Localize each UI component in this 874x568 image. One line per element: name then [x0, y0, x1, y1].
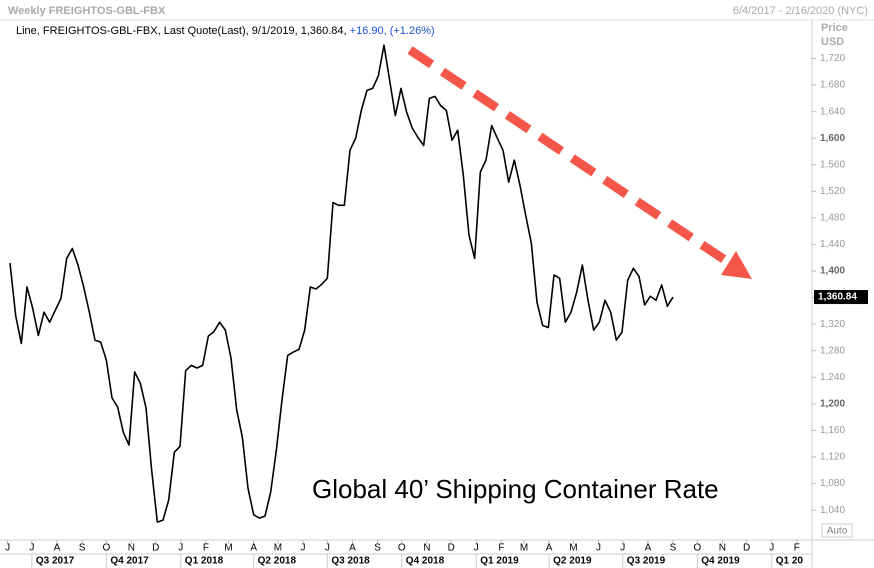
quarter-label: Q1 2018: [185, 556, 224, 567]
y-tick-label: 1,520: [820, 186, 845, 197]
legend-change: +16.90, (+1.26%): [350, 25, 435, 37]
y-tick-label: 1,280: [820, 345, 845, 356]
x-tick-label: J: [325, 543, 330, 554]
x-tick-label: J: [620, 543, 625, 554]
y-tick-label: 1,320: [820, 319, 845, 330]
y-axis-unit: USD: [821, 36, 844, 48]
y-tick-label: 1,440: [820, 239, 845, 250]
x-tick-label: J: [29, 543, 34, 554]
x-tick-label: O: [398, 543, 406, 554]
x-tick-label: N: [719, 543, 726, 554]
x-tick-label: D: [152, 543, 159, 554]
x-tick-label: D: [743, 543, 750, 554]
quarter-label: Q4 2019: [701, 556, 740, 567]
date-range: 6/4/2017 - 2/16/2020 (NYC): [733, 5, 868, 17]
x-tick-label: F: [498, 543, 504, 554]
x-tick-label: O: [693, 543, 701, 554]
quarter-label: Q3 2018: [331, 556, 370, 567]
y-tick-label: 1,040: [820, 505, 845, 516]
y-tick-label: 1,080: [820, 478, 845, 489]
quarter-label: Q2 2019: [553, 556, 592, 567]
quarter-label: Q4 2017: [110, 556, 149, 567]
auto-button[interactable]: [821, 523, 853, 538]
x-tick-label: J: [301, 543, 306, 554]
x-tick-label: J: [596, 543, 601, 554]
y-tick-label: 1,120: [820, 452, 845, 463]
x-tick-label: M: [224, 543, 232, 554]
x-tick-label: N: [423, 543, 430, 554]
y-tick-label: 1,160: [820, 425, 845, 436]
y-tick-label: 1,720: [820, 53, 845, 64]
legend-line: Line, FREIGHTOS-GBL-FBX, Last Quote(Last…: [16, 25, 435, 37]
x-tick-label: M: [520, 543, 528, 554]
x-tick-label: A: [645, 543, 652, 554]
annotation: Global 40’ Shipping Container Rate: [312, 474, 719, 504]
x-tick-label: J: [474, 543, 479, 554]
quarter-label: Q4 2018: [406, 556, 445, 567]
x-tick-label: S: [79, 543, 86, 554]
x-tick-label: J: [178, 543, 183, 554]
chart-title: Weekly FREIGHTOS-GBL-FBX: [8, 5, 166, 17]
x-tick-label: S: [374, 543, 381, 554]
trend-arrow-shaft: [407, 46, 731, 266]
y-tick-label: 1,240: [820, 372, 845, 383]
trend-arrow: [407, 46, 752, 279]
x-tick-label: M: [274, 543, 282, 554]
x-tick-label: S: [670, 543, 677, 554]
y-tick-label: 1,680: [820, 80, 845, 91]
quarter-label: Q3 2019: [627, 556, 666, 567]
y-tick-label: 1,400: [820, 266, 845, 277]
x-tick-label: A: [54, 543, 61, 554]
x-tick-label: J: [5, 543, 10, 554]
trend-arrow-head: [721, 251, 752, 279]
quarter-label: Q2 2018: [258, 556, 297, 567]
y-tick-label: 1,200: [820, 398, 845, 409]
x-tick-label: D: [448, 543, 455, 554]
x-tick-label: O: [102, 543, 110, 554]
y-tick-label: 1,480: [820, 213, 845, 224]
y-tick-label: 1,600: [820, 133, 845, 144]
x-tick-label: A: [546, 543, 553, 554]
y-tick-label: 1,640: [820, 106, 845, 117]
y-axis-title: Price: [821, 22, 848, 34]
last-value-label: 1,360.84: [818, 292, 857, 303]
auto-button-label[interactable]: Auto: [827, 526, 848, 537]
x-tick-label: A: [250, 543, 257, 554]
last-value-box: [814, 290, 868, 305]
price-line: [9, 44, 674, 523]
y-tick-label: 1,560: [820, 159, 845, 170]
x-tick-label: F: [203, 543, 209, 554]
quarter-label: Q1 2019: [480, 556, 519, 567]
x-tick-label: A: [349, 543, 356, 554]
legend-label: Line, FREIGHTOS-GBL-FBX, Last Quote(Last…: [16, 25, 347, 37]
quarter-label: Q1 20: [776, 556, 804, 567]
x-tick-label: F: [794, 543, 800, 554]
quarter-label: Q3 2017: [36, 556, 75, 567]
x-tick-label: N: [128, 543, 135, 554]
x-tick-label: M: [569, 543, 577, 554]
x-tick-label: J: [769, 543, 774, 554]
